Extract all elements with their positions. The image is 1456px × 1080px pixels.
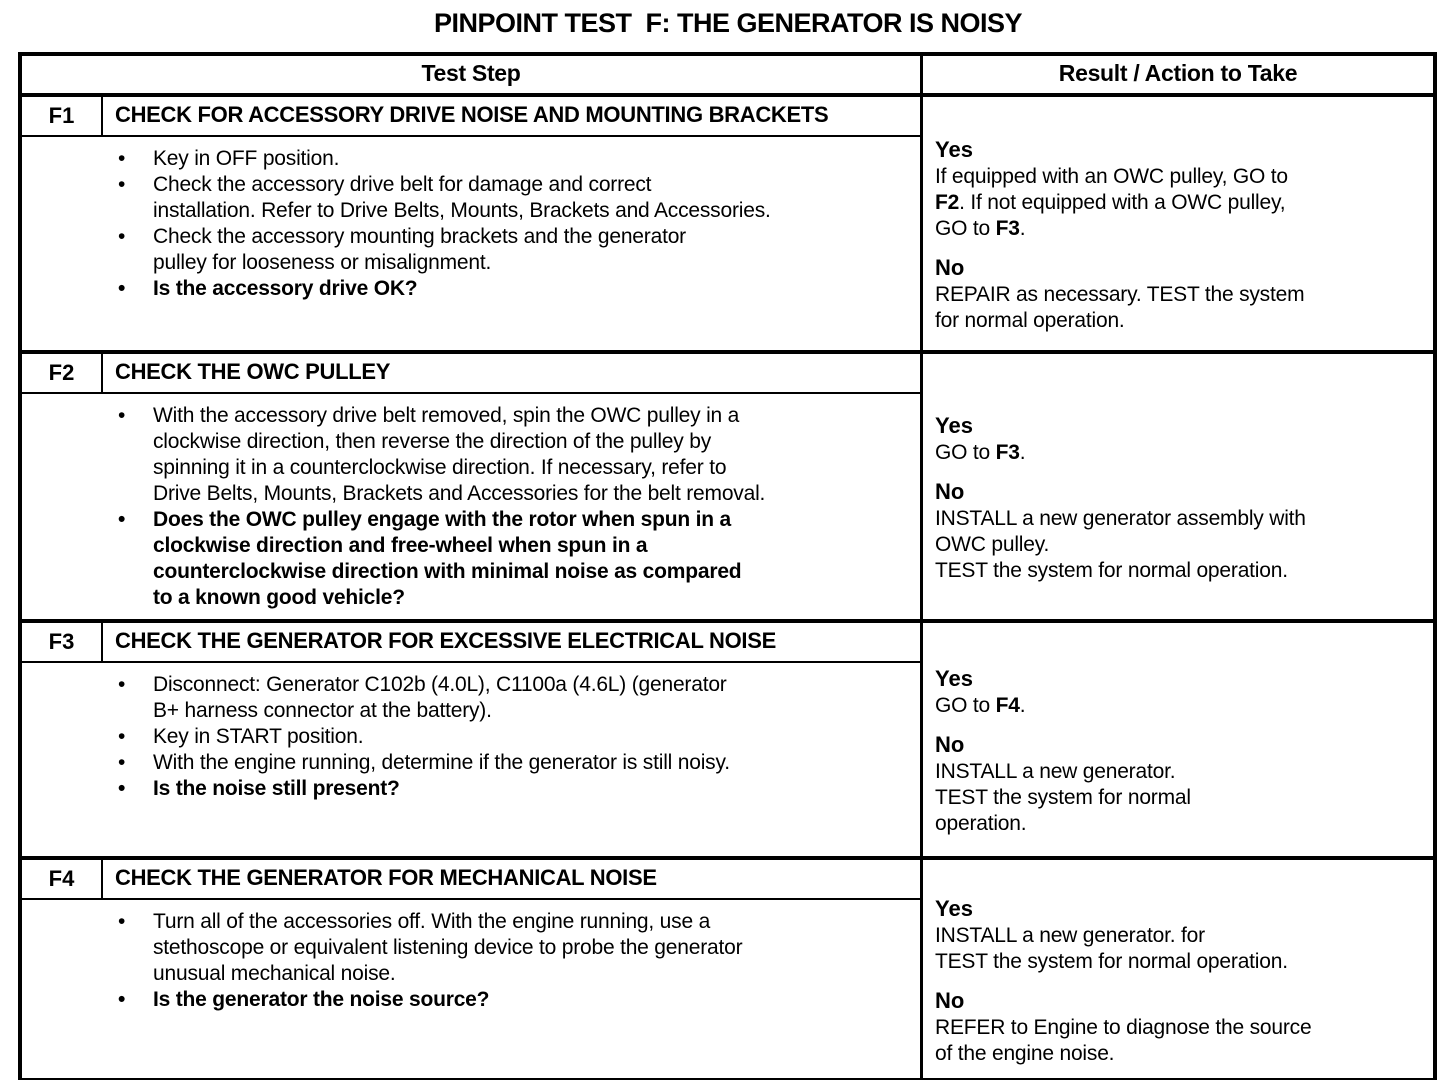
table-row: F4 CHECK THE GENERATOR FOR MECHANICAL NO… — [22, 856, 1433, 1078]
result-label: Yes — [935, 413, 973, 438]
step-text: Is the generator the noise source? — [153, 988, 490, 1011]
step-item: Is the generator the noise source? — [118, 987, 914, 1013]
result-label: No — [935, 479, 965, 504]
step-item: Is the noise still present? — [118, 776, 914, 802]
step-id: F1 — [22, 97, 103, 135]
bullet-icon — [118, 724, 153, 750]
step-title: CHECK THE OWC PULLEY — [115, 359, 391, 384]
test-step-cell: F1 CHECK FOR ACCESSORY DRIVE NOISE AND M… — [22, 97, 920, 350]
step-item: Disconnect: Generator C102b (4.0L), C110… — [118, 672, 914, 724]
step-text: Check the accessory mounting brackets an… — [153, 225, 686, 274]
bullet-icon — [118, 172, 153, 198]
step-title: CHECK THE GENERATOR FOR EXCESSIVE ELECTR… — [115, 628, 776, 653]
result-text: REPAIR as necessary. TEST the system for… — [935, 283, 1305, 332]
column-header-test-step: Test Step — [421, 60, 521, 86]
step-heading-band: F3 CHECK THE GENERATOR FOR EXCESSIVE ELE… — [22, 623, 920, 663]
bullet-icon — [118, 146, 153, 172]
result-text: REFER to Engine to diagnose the source o… — [935, 1015, 1312, 1065]
step-heading-band: F4 CHECK THE GENERATOR FOR MECHANICAL NO… — [22, 860, 920, 900]
bullet-icon — [118, 750, 153, 776]
step-item: Key in OFF position. — [118, 146, 914, 172]
bullet-icon — [118, 276, 153, 302]
step-item: Check the accessory drive belt for damag… — [118, 172, 914, 224]
step-list: Disconnect: Generator C102b (4.0L), C110… — [22, 663, 920, 810]
result-cell: Yes INSTALL a new generator. for TEST th… — [920, 860, 1433, 1078]
step-text: With the accessory drive belt removed, s… — [153, 404, 766, 505]
step-text: Does the OWC pulley engage with the roto… — [153, 508, 742, 609]
step-heading-band: F2 CHECK THE OWC PULLEY — [22, 354, 920, 394]
bullet-icon — [118, 224, 153, 250]
result-text: GO to F4. — [935, 694, 1026, 717]
result-block: No INSTALL a new generator. TEST the sys… — [935, 730, 1425, 837]
result-label: No — [935, 987, 965, 1013]
step-text: Key in START position. — [153, 725, 364, 748]
result-block: No INSTALL a new generator assembly with… — [935, 477, 1425, 584]
result-text: INSTALL a new generator assembly with OW… — [935, 507, 1306, 582]
table-row: F2 CHECK THE OWC PULLEY With the accesso… — [22, 350, 1433, 619]
table-row: F1 CHECK FOR ACCESSORY DRIVE NOISE AND M… — [22, 97, 1433, 350]
result-cell: Yes GO to F3. No INSTALL a new generator… — [920, 354, 1433, 619]
result-label: No — [935, 732, 965, 757]
step-text: Is the accessory drive OK? — [153, 277, 418, 300]
step-id: F2 — [22, 354, 103, 392]
bullet-icon — [118, 909, 153, 935]
test-step-cell: F3 CHECK THE GENERATOR FOR EXCESSIVE ELE… — [22, 623, 920, 856]
step-item: With the engine running, determine if th… — [118, 750, 914, 776]
step-item: Does the OWC pulley engage with the roto… — [118, 507, 914, 611]
step-text: Is the noise still present? — [153, 777, 400, 800]
result-text: INSTALL a new generator. for TEST the sy… — [935, 923, 1288, 973]
bullet-icon — [118, 403, 153, 429]
result-label: No — [935, 255, 965, 280]
step-list: With the accessory drive belt removed, s… — [22, 394, 920, 619]
step-item: With the accessory drive belt removed, s… — [118, 403, 914, 507]
result-cell: Yes GO to F4. No INSTALL a new generator… — [920, 623, 1433, 856]
step-item: Turn all of the accessories off. With th… — [118, 909, 914, 987]
step-list: Turn all of the accessories off. With th… — [22, 900, 920, 1021]
test-step-cell: F4 CHECK THE GENERATOR FOR MECHANICAL NO… — [22, 860, 920, 1078]
step-text: With the engine running, determine if th… — [153, 751, 730, 774]
result-label: Yes — [935, 895, 973, 921]
result-text: If equipped with an OWC pulley, GO to F2… — [935, 165, 1288, 240]
bullet-icon — [118, 776, 153, 802]
step-text: Key in OFF position. — [153, 147, 340, 170]
result-text: GO to F3. — [935, 441, 1026, 464]
result-block: Yes INSTALL a new generator. for TEST th… — [935, 894, 1425, 975]
result-cell: Yes If equipped with an OWC pulley, GO t… — [920, 97, 1433, 350]
table-row: F3 CHECK THE GENERATOR FOR EXCESSIVE ELE… — [22, 619, 1433, 856]
step-title: CHECK THE GENERATOR FOR MECHANICAL NOISE — [115, 865, 657, 890]
result-block: Yes GO to F3. — [935, 411, 1425, 466]
step-item: Key in START position. — [118, 724, 914, 750]
bullet-icon — [118, 507, 153, 533]
step-id: F4 — [22, 860, 103, 898]
result-label: Yes — [935, 137, 973, 162]
step-item: Check the accessory mounting brackets an… — [118, 224, 914, 276]
step-text: Disconnect: Generator C102b (4.0L), C110… — [153, 673, 727, 722]
table-header: Test Step Result / Action to Take — [22, 56, 1433, 97]
page-title: PINPOINT TEST F: THE GENERATOR IS NOISY — [433, 8, 1023, 38]
step-list: Key in OFF position. Check the accessory… — [22, 137, 920, 310]
pinpoint-test-table: Test Step Result / Action to Take F1 CHE… — [18, 52, 1437, 1080]
step-text: Turn all of the accessories off. With th… — [153, 910, 743, 985]
result-text: INSTALL a new generator. TEST the system… — [935, 760, 1191, 835]
result-block: No REFER to Engine to diagnose the sourc… — [935, 986, 1425, 1067]
step-text: Check the accessory drive belt for damag… — [153, 173, 771, 222]
step-heading-band: F1 CHECK FOR ACCESSORY DRIVE NOISE AND M… — [22, 97, 920, 137]
result-block: Yes GO to F4. — [935, 664, 1425, 719]
step-item: Is the accessory drive OK? — [118, 276, 914, 302]
bullet-icon — [118, 672, 153, 698]
result-block: No REPAIR as necessary. TEST the system … — [935, 253, 1425, 334]
bullet-icon — [118, 987, 153, 1013]
result-label: Yes — [935, 666, 973, 691]
result-block: Yes If equipped with an OWC pulley, GO t… — [935, 135, 1425, 242]
table-body: F1 CHECK FOR ACCESSORY DRIVE NOISE AND M… — [22, 97, 1433, 1078]
step-title: CHECK FOR ACCESSORY DRIVE NOISE AND MOUN… — [115, 102, 829, 127]
test-step-cell: F2 CHECK THE OWC PULLEY With the accesso… — [22, 354, 920, 619]
column-header-result: Result / Action to Take — [920, 56, 1433, 93]
step-id: F3 — [22, 623, 103, 661]
